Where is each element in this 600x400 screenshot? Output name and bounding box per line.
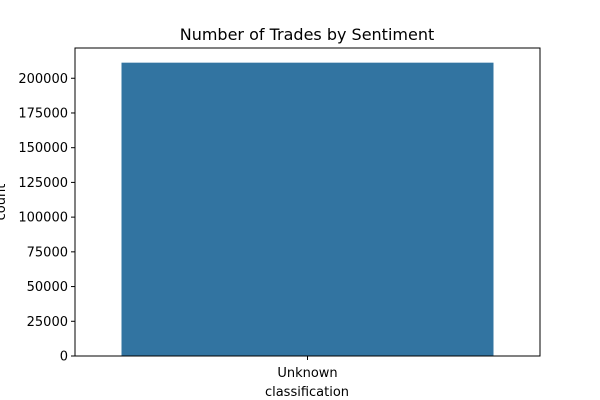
y-axis-label: count xyxy=(0,184,9,221)
y-tick-label: 100000 xyxy=(18,211,68,226)
y-tick-label: 175000 xyxy=(18,106,68,121)
plot-frame xyxy=(74,47,541,357)
bars-group xyxy=(121,62,494,356)
y-tick-label: 25000 xyxy=(27,315,68,330)
y-tick-label: 50000 xyxy=(27,280,68,295)
y-tick-label: 125000 xyxy=(18,176,68,191)
x-axis-label: classification xyxy=(265,385,349,400)
chart-title: Number of Trades by Sentiment xyxy=(180,25,435,44)
x-axis: Unknown xyxy=(277,356,338,381)
y-tick-label: 200000 xyxy=(18,72,68,87)
y-tick-label: 150000 xyxy=(18,141,68,156)
y-axis: 0 25000 50000 75000 100000 125000 150000 175000… xyxy=(18,72,75,365)
y-tick-label: 75000 xyxy=(27,245,68,260)
bar-unknown xyxy=(121,62,494,356)
x-tick-label: Unknown xyxy=(277,366,337,381)
y-tick-label: 0 xyxy=(60,350,68,365)
